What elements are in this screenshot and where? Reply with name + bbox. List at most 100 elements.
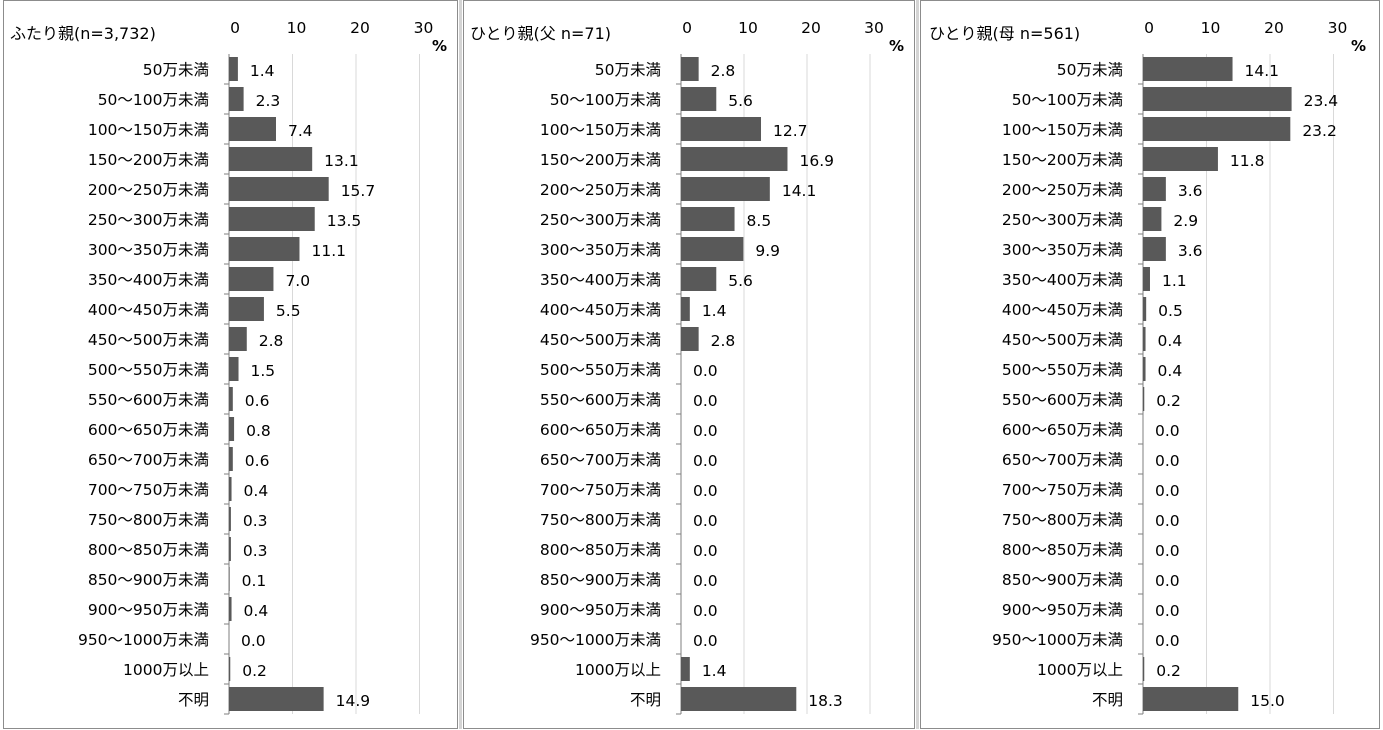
category-label: 50万未満 xyxy=(595,61,661,79)
data-label: 0.4 xyxy=(244,602,269,620)
bar xyxy=(681,207,735,231)
x-tick-label: 30 xyxy=(1328,19,1348,37)
category-label: 250～300万未満 xyxy=(1002,211,1123,229)
data-label: 0.0 xyxy=(693,422,718,440)
x-tick-label: 10 xyxy=(738,19,758,37)
category-label: 150～200万未満 xyxy=(540,151,661,169)
category-label: 850～900万未満 xyxy=(540,571,661,589)
category-label: 600～650万未満 xyxy=(88,421,209,439)
data-label: 13.5 xyxy=(327,212,362,230)
category-label: 250～300万未満 xyxy=(88,211,209,229)
data-label: 18.3 xyxy=(808,692,843,710)
chart-panel-two-parent: ふたり親(n=3,732) % 0 10 20 30 50万未満 1.4 50～100万未満… xyxy=(3,0,458,729)
bar xyxy=(229,327,247,351)
category-label: 350～400万未満 xyxy=(88,271,209,289)
data-label: 9.9 xyxy=(755,242,780,260)
x-tick-label: 20 xyxy=(801,19,821,37)
category-label: 400～450万未満 xyxy=(1002,301,1123,319)
category-label: 900～950万未満 xyxy=(1002,601,1123,619)
data-label: 0.0 xyxy=(693,632,718,650)
category-label: 100～150万未満 xyxy=(88,121,209,139)
category-label: 850～900万未満 xyxy=(88,571,209,589)
data-label: 0.0 xyxy=(693,362,718,380)
unit-label: % xyxy=(432,37,448,55)
data-label: 0.1 xyxy=(242,572,267,590)
category-label: 950～1000万未満 xyxy=(530,631,661,649)
bar xyxy=(229,567,230,591)
data-label: 0.0 xyxy=(1155,572,1180,590)
bar xyxy=(229,177,329,201)
category-label: 700～750万未満 xyxy=(88,481,209,499)
category-label: 950～1000万未満 xyxy=(992,631,1123,649)
bar xyxy=(229,597,232,621)
bar xyxy=(1143,117,1291,141)
data-label: 12.7 xyxy=(773,122,808,140)
bar xyxy=(229,387,233,411)
x-tick-label: 0 xyxy=(230,19,240,37)
category-label: 750～800万未満 xyxy=(540,511,661,529)
bar xyxy=(229,207,315,231)
data-label: 0.0 xyxy=(693,392,718,410)
category-label: 50～100万未満 xyxy=(550,91,661,109)
bar xyxy=(229,357,239,381)
data-label: 5.6 xyxy=(728,92,753,110)
x-tick-label: 10 xyxy=(287,19,307,37)
category-label: 不明 xyxy=(630,691,661,709)
bar xyxy=(1143,177,1166,201)
bar-chart-single-mother: 0 10 20 30 50万未満 14.1 50～100万未満 23.4 100～150万未満 2… xyxy=(992,19,1348,715)
data-label: 1.4 xyxy=(250,62,275,80)
category-label: 50万未満 xyxy=(143,61,209,79)
category-label: 350～400万未満 xyxy=(540,271,661,289)
chart-panel-single-father: ひとり親(父 n=71) % 0 10 20 30 50万未満 2.8 50～100万未満 5… xyxy=(463,0,915,729)
bar xyxy=(681,147,788,171)
category-label: 350～400万未満 xyxy=(1002,271,1123,289)
category-label: 600～650万未満 xyxy=(540,421,661,439)
bar xyxy=(1143,207,1162,231)
category-label: 50～100万未満 xyxy=(1012,91,1123,109)
chart-panel-single-mother: ひとり親(母 n=561) % 0 10 20 30 50万未満 14.1 50～100万未… xyxy=(920,0,1380,729)
category-label: 700～750万未満 xyxy=(540,481,661,499)
category-label: 500～550万未満 xyxy=(540,361,661,379)
data-label: 0.8 xyxy=(246,422,271,440)
bar xyxy=(681,267,717,291)
data-label: 0.0 xyxy=(693,572,718,590)
category-label: 850～900万未満 xyxy=(1002,571,1123,589)
category-label: 200～250万未満 xyxy=(88,181,209,199)
data-label: 0.2 xyxy=(1156,392,1181,410)
data-label: 0.4 xyxy=(244,482,269,500)
data-label: 16.9 xyxy=(799,152,834,170)
category-label: 900～950万未満 xyxy=(88,601,209,619)
bar xyxy=(681,237,744,261)
data-label: 0.0 xyxy=(1155,512,1180,530)
bar xyxy=(229,417,235,441)
data-label: 0.5 xyxy=(1158,302,1183,320)
panel-divider xyxy=(459,0,462,729)
bar xyxy=(681,57,699,81)
data-label: 11.8 xyxy=(1230,152,1265,170)
category-label: 550～600万未満 xyxy=(540,391,661,409)
category-label: 450～500万未満 xyxy=(540,331,661,349)
data-label: 1.4 xyxy=(702,662,727,680)
data-label: 0.0 xyxy=(693,542,718,560)
x-tick-label: 30 xyxy=(864,19,884,37)
bar xyxy=(1143,657,1145,681)
bar xyxy=(1143,387,1145,411)
data-label: 15.7 xyxy=(341,182,376,200)
bar xyxy=(681,297,690,321)
bar xyxy=(229,507,231,531)
category-label: 950～1000万未満 xyxy=(78,631,209,649)
data-label: 0.0 xyxy=(693,482,718,500)
data-label: 14.9 xyxy=(336,692,371,710)
data-label: 8.5 xyxy=(747,212,772,230)
data-label: 1.5 xyxy=(251,362,276,380)
data-label: 2.3 xyxy=(256,92,281,110)
x-tick-label: 20 xyxy=(1264,19,1284,37)
category-label: 750～800万未満 xyxy=(1002,511,1123,529)
category-label: 650～700万未満 xyxy=(1002,451,1123,469)
unit-label: % xyxy=(889,37,905,55)
bar xyxy=(1143,87,1292,111)
data-label: 23.4 xyxy=(1304,92,1339,110)
data-label: 2.8 xyxy=(711,62,736,80)
data-label: 0.0 xyxy=(241,632,266,650)
category-label: 550～600万未満 xyxy=(88,391,209,409)
